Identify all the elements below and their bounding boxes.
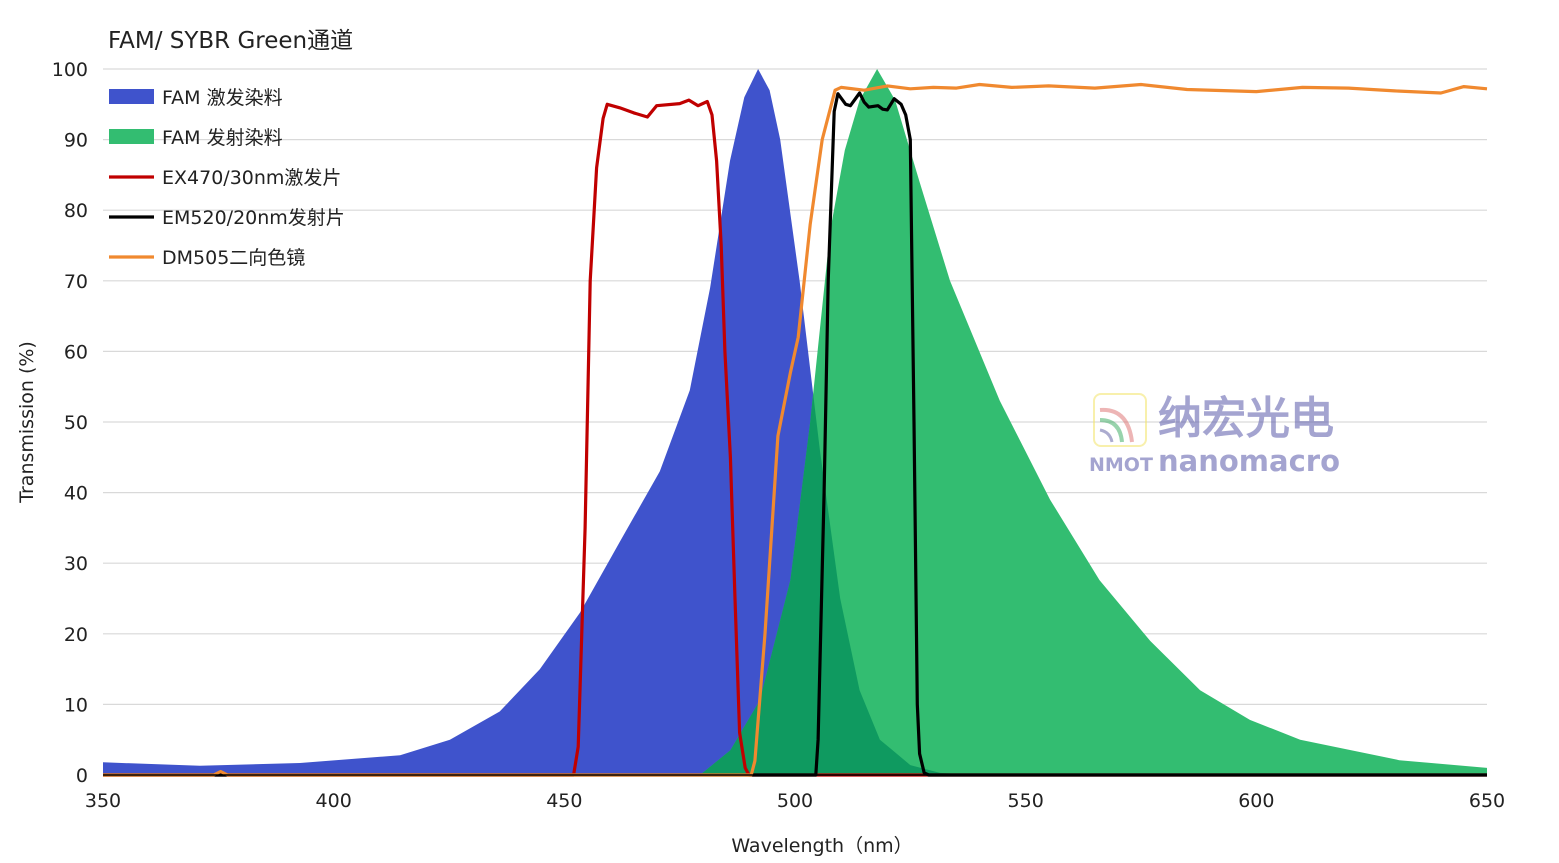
y-tick-label: 100 bbox=[52, 59, 88, 81]
line-series-2 bbox=[103, 98, 1487, 777]
y-tick-label: 50 bbox=[64, 412, 88, 434]
watermark-logo: 纳宏光电 NMOT nanomacro bbox=[1089, 393, 1340, 478]
x-tick-label: 450 bbox=[546, 790, 582, 812]
y-tick-label: 60 bbox=[64, 341, 88, 363]
y-tick-label: 0 bbox=[76, 765, 88, 787]
y-tick-label: 80 bbox=[64, 200, 88, 222]
watermark-brand: NMOT bbox=[1089, 454, 1153, 476]
area-series-0 bbox=[103, 69, 1487, 775]
watermark-cn: 纳宏光电 bbox=[1158, 393, 1334, 444]
legend: FAM 激发染料 FAM 发射染料 EX470/30nm激发片 EM520/20nm发… bbox=[109, 87, 345, 269]
watermark-en: nanomacro bbox=[1158, 444, 1340, 478]
x-tick-label: 350 bbox=[85, 790, 121, 812]
legend-label: DM505二向色镜 bbox=[162, 247, 305, 269]
y-tick-label: 30 bbox=[64, 553, 88, 575]
line-series-4 bbox=[103, 82, 1488, 777]
legend-label: EM520/20nm发射片 bbox=[162, 207, 345, 229]
legend-label: FAM 激发染料 bbox=[162, 87, 283, 109]
x-tick-label: 400 bbox=[316, 790, 352, 812]
legend-swatch bbox=[109, 89, 154, 104]
legend-swatch bbox=[109, 129, 154, 144]
y-tick-label: 20 bbox=[64, 624, 88, 646]
y-tick-label: 70 bbox=[64, 271, 88, 293]
x-tick-label: 600 bbox=[1238, 790, 1274, 812]
chart-title: FAM/ SYBR Green通道 bbox=[108, 28, 353, 54]
y-tick-label: 10 bbox=[64, 694, 88, 716]
x-tick-label: 650 bbox=[1469, 790, 1505, 812]
area-overlap bbox=[103, 69, 1487, 775]
legend-label: FAM 发射染料 bbox=[162, 127, 283, 149]
y-tick-label: 40 bbox=[64, 483, 88, 505]
x-tick-label: 550 bbox=[1008, 790, 1044, 812]
line-series-3 bbox=[103, 91, 1487, 777]
y-axis-label: Transmission (%) bbox=[16, 341, 38, 504]
x-axis-label: Wavelength（nm） bbox=[731, 835, 912, 857]
y-tick-label: 90 bbox=[64, 130, 88, 152]
legend-label: EX470/30nm激发片 bbox=[162, 167, 341, 189]
x-tick-label: 500 bbox=[777, 790, 813, 812]
